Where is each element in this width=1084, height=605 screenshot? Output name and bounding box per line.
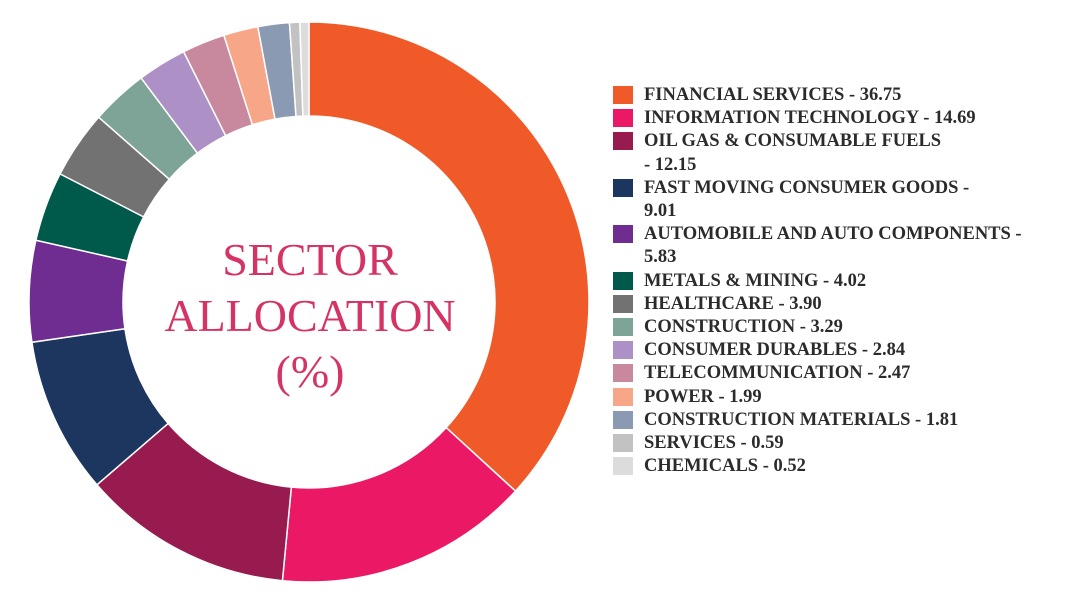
- chart-title-line-2: ALLOCATION: [164, 290, 456, 341]
- legend-label: CONSTRUCTION - 3.29: [644, 317, 843, 338]
- legend-item: INFORMATION TECHNOLOGY - 14.69: [613, 107, 1079, 130]
- legend-label: FINANCIAL SERVICES - 36.75: [644, 85, 902, 105]
- legend-label: CONSTRUCTION MATERIALS - 1.81: [644, 409, 959, 430]
- legend-swatch: [613, 410, 633, 429]
- legend-swatch: [613, 225, 633, 244]
- legend-item: POWER - 1.99: [613, 386, 1079, 409]
- chart-title-line-3: (%): [275, 346, 345, 397]
- legend-swatch: [613, 271, 633, 290]
- legend-swatch: [613, 364, 633, 383]
- legend-item: SERVICES - 0.59: [613, 432, 1079, 455]
- slice-chemicals: [299, 21, 310, 117]
- legend-item: METALS & MINING - 4.02: [613, 270, 1079, 293]
- legend-swatch: [613, 318, 633, 337]
- legend-item: CHEMICALS - 0.52: [613, 455, 1079, 478]
- legend-swatch: [613, 178, 633, 197]
- slice-financial-services: [308, 21, 590, 493]
- donut-slices: [28, 21, 590, 583]
- legend-item: OIL GAS & CONSUMABLE FUELS - 12.15: [613, 130, 1079, 176]
- legend-item: TELECOMMUNICATION - 2.47: [613, 362, 1079, 385]
- legend-swatch: [613, 86, 633, 104]
- legend-label: - 12.15: [644, 154, 697, 175]
- legend-label: AUTOMOBILE AND AUTO COMPONENTS -: [644, 224, 1022, 245]
- legend-swatch: [613, 294, 633, 313]
- legend-swatch: [613, 387, 633, 406]
- legend-label: POWER - 1.99: [644, 386, 762, 407]
- legend-label: HEALTHCARE - 3.90: [644, 293, 822, 314]
- legend-label: TELECOMMUNICATION - 2.47: [644, 363, 911, 384]
- donut-chart: [28, 21, 590, 583]
- legend-swatch: [613, 341, 633, 360]
- legend-label: 9.01: [644, 201, 677, 222]
- legend-item: HEALTHCARE - 3.90: [613, 293, 1079, 316]
- legend-item: AUTOMOBILE AND AUTO COMPONENTS -5.83: [613, 223, 1079, 269]
- legend-item: CONSTRUCTION - 3.29: [613, 316, 1079, 339]
- legend-item: CONSTRUCTION MATERIALS - 1.81: [613, 409, 1079, 432]
- chart-legend: FINANCIAL SERVICES - 36.75 INFORMATION TE…: [613, 84, 1079, 478]
- legend-label: CONSUMER DURABLES - 2.84: [644, 340, 906, 361]
- legend-swatch: [613, 457, 633, 476]
- legend-label: 5.83: [644, 247, 677, 268]
- legend-item: FAST MOVING CONSUMER GOODS - 9.01: [613, 177, 1079, 223]
- legend-item: CONSUMER DURABLES - 2.84: [613, 339, 1079, 362]
- chart-title-line-1: SECTOR: [222, 234, 398, 285]
- legend-item: FINANCIAL SERVICES - 36.75: [613, 84, 1079, 107]
- legend-swatch: [613, 132, 633, 151]
- legend-label: METALS & MINING - 4.02: [644, 270, 867, 291]
- chart-title: SECTOR ALLOCATION (%): [150, 232, 470, 400]
- legend-swatch: [613, 109, 633, 128]
- legend-label: SERVICES - 0.59: [644, 433, 784, 454]
- legend-label: FAST MOVING CONSUMER GOODS -: [644, 177, 970, 198]
- legend-label: CHEMICALS - 0.52: [644, 456, 806, 477]
- legend-label: INFORMATION TECHNOLOGY - 14.69: [644, 108, 976, 129]
- legend-swatch: [613, 434, 633, 453]
- legend-label: OIL GAS & CONSUMABLE FUELS: [644, 131, 942, 152]
